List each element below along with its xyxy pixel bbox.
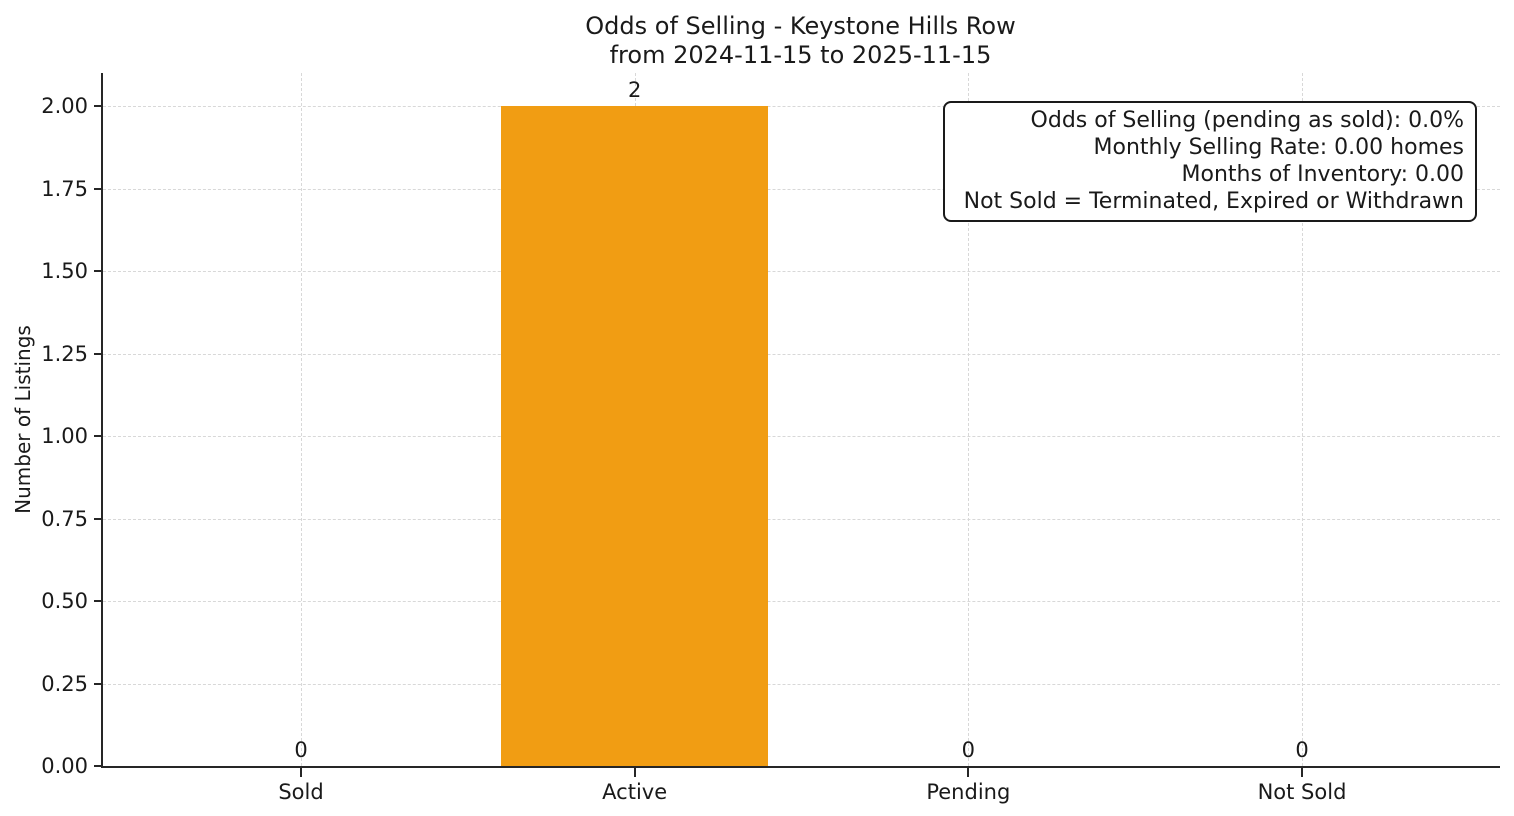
h-gridline bbox=[103, 436, 1500, 437]
y-tick-mark bbox=[94, 600, 103, 602]
bar-value-label: 2 bbox=[627, 78, 642, 102]
annotation-odds-of-selling: Odds of Selling (pending as sold): 0.0% bbox=[1030, 108, 1464, 133]
annotation-not-sold-definition: Not Sold = Terminated, Expired or Withdr… bbox=[963, 189, 1464, 214]
bar-value-label: 0 bbox=[294, 738, 308, 762]
h-gridline bbox=[103, 518, 1500, 520]
h-gridline bbox=[103, 601, 1500, 602]
x-tick-mark bbox=[967, 768, 970, 777]
h-gridline bbox=[103, 353, 1500, 355]
v-gridline bbox=[968, 73, 970, 766]
plot-area bbox=[101, 73, 1500, 768]
h-gridline bbox=[103, 188, 1500, 190]
y-tick-label: 0.25 bbox=[41, 671, 88, 696]
x-tick-mark bbox=[300, 768, 302, 777]
bar-value-label: 0 bbox=[961, 738, 976, 762]
y-tick-mark bbox=[94, 187, 103, 190]
y-tick-label: 0.00 bbox=[41, 754, 88, 778]
h-gridline bbox=[103, 683, 1500, 685]
x-tick-label: Active bbox=[602, 780, 668, 804]
bar-value-label: 0 bbox=[1295, 738, 1309, 762]
y-tick-label: 0.75 bbox=[41, 506, 88, 531]
stats-annotation-box: Odds of Selling (pending as sold): 0.0% … bbox=[943, 101, 1477, 222]
h-gridline bbox=[103, 106, 1500, 107]
x-tick-mark bbox=[633, 768, 636, 777]
v-gridline bbox=[1302, 73, 1303, 766]
y-tick-mark bbox=[94, 270, 103, 272]
y-tick-mark bbox=[94, 105, 103, 107]
annotation-months-of-inventory: Months of Inventory: 0.00 bbox=[1181, 162, 1464, 187]
y-tick-label: 1.50 bbox=[41, 259, 88, 283]
x-tick-label: Not Sold bbox=[1257, 780, 1347, 804]
y-tick-label: 1.00 bbox=[41, 424, 88, 448]
y-tick-label: 1.25 bbox=[41, 341, 88, 366]
y-tick-mark bbox=[94, 765, 103, 767]
y-tick-label: 2.00 bbox=[41, 94, 88, 118]
chart-subtitle: from 2024-11-15 to 2025-11-15 bbox=[609, 41, 992, 69]
y-tick-mark bbox=[94, 435, 103, 437]
x-tick-label: Sold bbox=[278, 780, 324, 804]
h-gridline bbox=[103, 271, 1500, 272]
annotation-monthly-selling-rate: Monthly Selling Rate: 0.00 homes bbox=[1093, 135, 1464, 160]
y-tick-label: 0.50 bbox=[41, 589, 88, 613]
x-tick-mark bbox=[1301, 768, 1303, 777]
v-gridline bbox=[301, 73, 302, 766]
y-tick-mark bbox=[94, 517, 103, 520]
y-tick-label: 1.75 bbox=[41, 176, 88, 201]
bar-active bbox=[501, 106, 769, 766]
y-tick-mark bbox=[94, 352, 103, 355]
y-tick-mark bbox=[94, 682, 103, 685]
x-tick-label: Pending bbox=[926, 780, 1011, 804]
chart-title: Odds of Selling - Keystone Hills Row bbox=[585, 12, 1016, 40]
